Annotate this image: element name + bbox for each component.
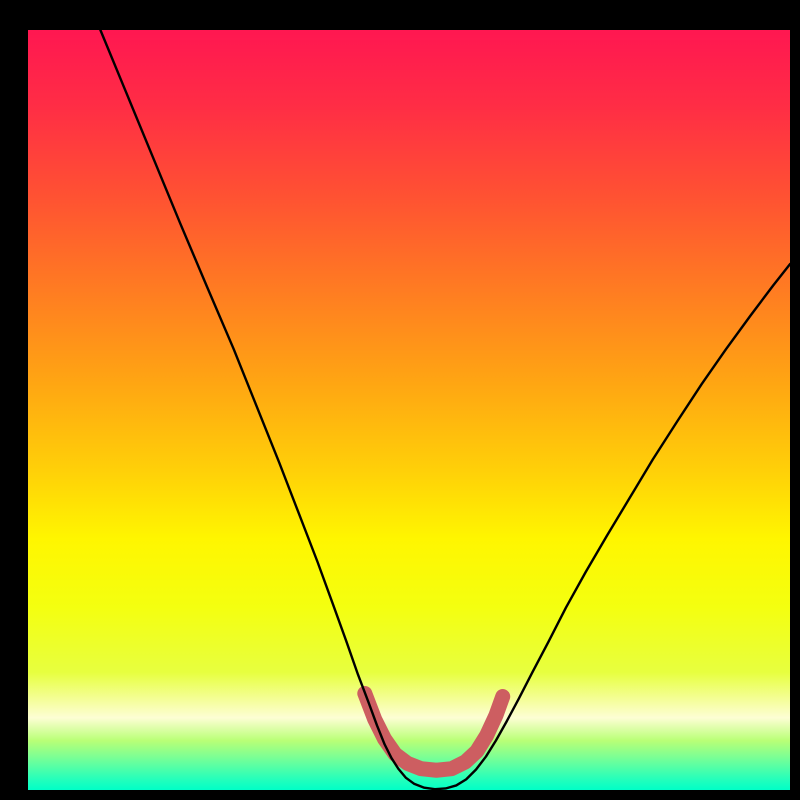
bottleneck-highlight [365,693,503,770]
chart-overlay [0,0,800,800]
bottleneck-curve [100,30,790,789]
